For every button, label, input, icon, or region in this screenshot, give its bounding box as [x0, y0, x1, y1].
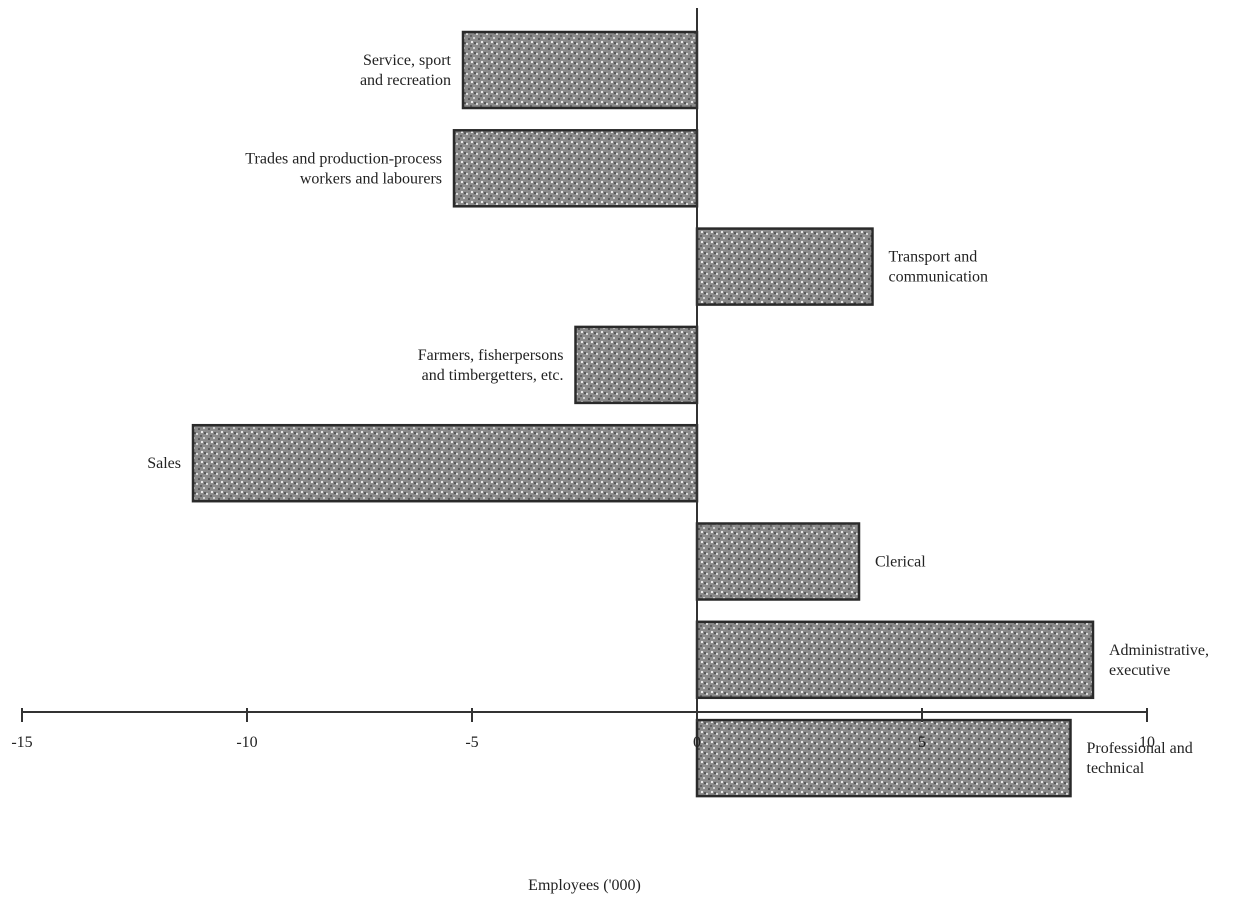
category-label-line: Service, sport	[363, 52, 452, 69]
bar	[452, 129, 699, 208]
bar	[695, 522, 861, 601]
category-label-line: communication	[889, 269, 989, 286]
category-labels-layer: Service, sport and recreation Trades and p…	[147, 52, 1209, 777]
category-label: Sales	[147, 455, 181, 472]
category-label-line: Sales	[147, 455, 181, 472]
x-tick-label: 10	[1139, 734, 1155, 751]
bar	[695, 620, 1095, 700]
bars-layer	[191, 30, 1095, 798]
category-label: Transport and communication	[889, 249, 989, 286]
category-label-line: Transport and	[889, 249, 978, 266]
category-label-line: Farmers, fisherpersons	[418, 347, 564, 364]
bar	[461, 30, 699, 110]
category-label: Professional and technical	[1087, 740, 1193, 777]
bar	[574, 325, 699, 405]
category-label: Administrative, executive	[1109, 642, 1209, 679]
category-label-line: Trades and production-process	[245, 150, 442, 167]
category-label: Farmers, fisherpersons and timbergetters,…	[418, 347, 564, 384]
category-label: Clerical	[875, 554, 926, 571]
category-label-line: and timbergetters, etc.	[422, 367, 564, 384]
category-label-line: workers and labourers	[300, 170, 442, 187]
bar	[695, 227, 874, 306]
x-tick-label: 0	[693, 734, 701, 751]
bar	[191, 423, 699, 503]
x-tick-label: -15	[11, 734, 32, 751]
category-label-line: Professional and	[1087, 740, 1193, 757]
category-label-line: executive	[1109, 662, 1170, 679]
bar	[695, 718, 1072, 798]
category-label: Service, sport and recreation	[360, 52, 452, 89]
x-axis-title: Employees ('000)	[528, 877, 641, 894]
category-label-line: technical	[1087, 760, 1145, 777]
x-tick-label: 5	[918, 734, 926, 751]
category-label: Trades and production-process workers and…	[245, 150, 442, 187]
x-axis: -15 -10 -5 0 5 10	[11, 708, 1155, 751]
category-label-line: and recreation	[360, 72, 451, 89]
x-tick-label: -10	[236, 734, 257, 751]
x-tick-label: -5	[465, 734, 478, 751]
category-label-line: Administrative,	[1109, 642, 1209, 659]
category-label-line: Clerical	[875, 554, 926, 571]
